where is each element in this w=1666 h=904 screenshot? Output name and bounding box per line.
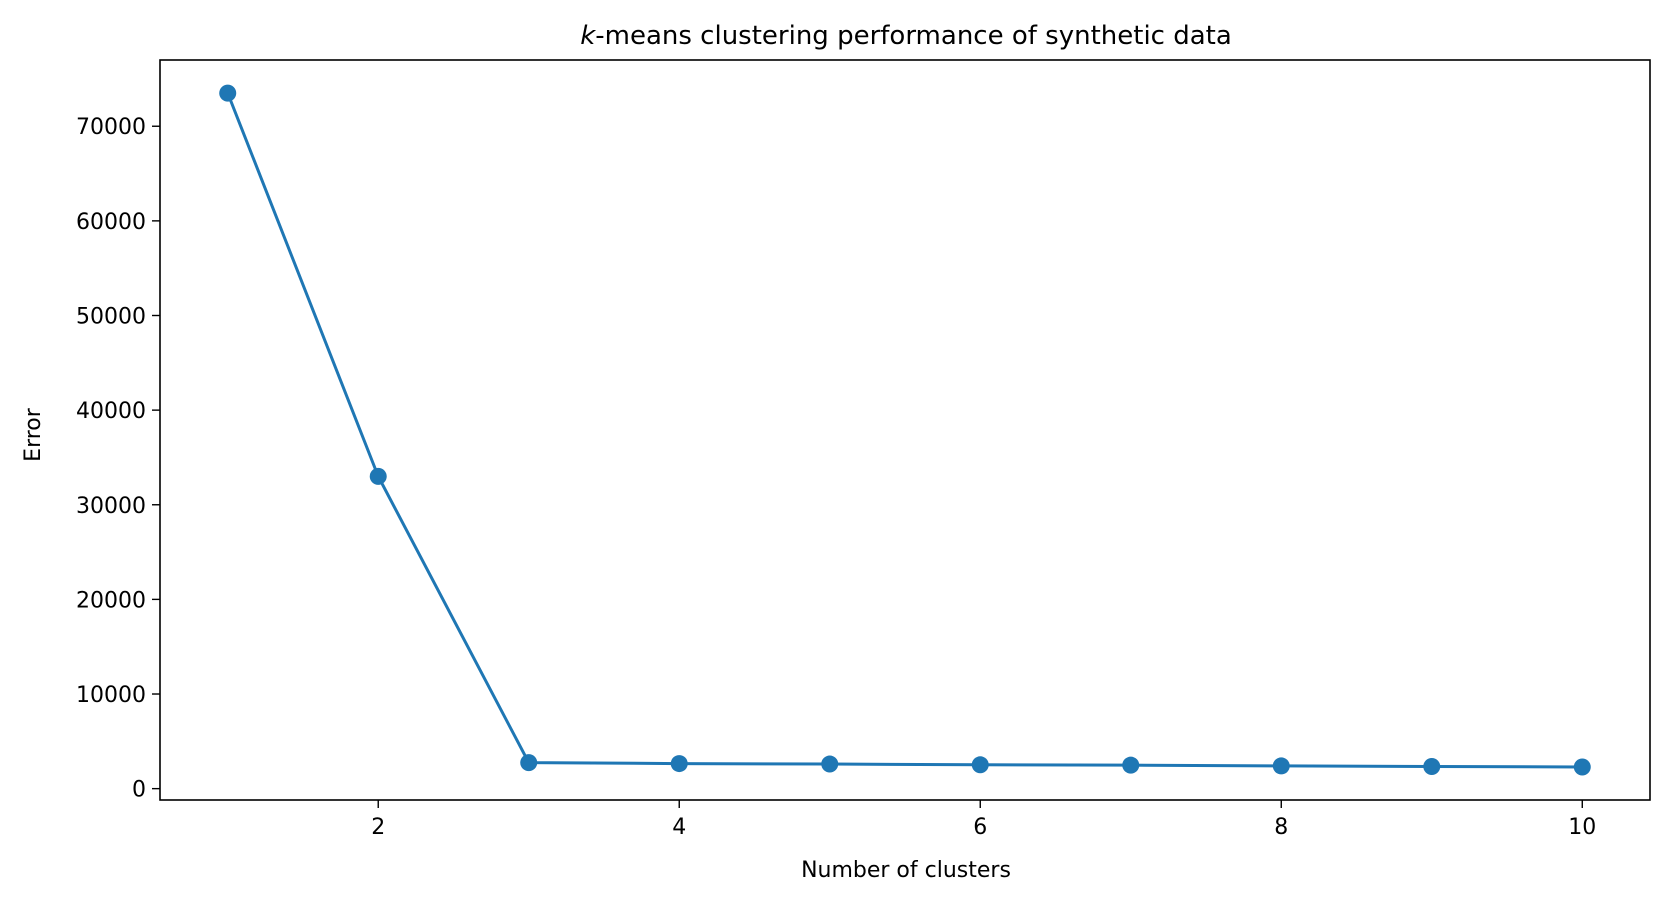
plot-area xyxy=(159,59,1651,801)
plot-frame xyxy=(159,59,1651,801)
y-tick-label: 30000 xyxy=(76,494,146,519)
y-tick-label: 20000 xyxy=(76,588,146,613)
data-point xyxy=(219,84,237,102)
data-point xyxy=(369,467,387,485)
data-point xyxy=(971,756,989,774)
x-tick-label: 8 xyxy=(1274,815,1288,840)
series-layer xyxy=(219,84,1591,776)
data-point xyxy=(1423,758,1441,776)
y-tick-label: 50000 xyxy=(76,304,146,329)
x-tick-label: 2 xyxy=(371,815,385,840)
data-point xyxy=(821,755,839,773)
y-tick-label: 40000 xyxy=(76,399,146,424)
y-axis-label: Error xyxy=(21,407,46,462)
data-point xyxy=(670,755,688,773)
axes-layer: 2 4 6 8 10 0 10000 20000 30000 40000 50000 60000 700… xyxy=(76,115,1596,840)
data-point xyxy=(1122,756,1140,774)
series-line xyxy=(226,92,1583,769)
y-tick-label: 60000 xyxy=(76,210,146,235)
x-axis-label: Number of clusters xyxy=(801,858,1011,883)
chart-title: k-means clustering performance of synthe… xyxy=(580,21,1232,51)
data-point xyxy=(1573,758,1591,776)
x-tick-label: 4 xyxy=(672,815,686,840)
x-tick-label: 6 xyxy=(973,815,987,840)
data-point xyxy=(1272,757,1290,775)
y-tick-label: 10000 xyxy=(76,683,146,708)
x-tick-label: 10 xyxy=(1568,815,1596,840)
y-tick-label: 70000 xyxy=(76,115,146,140)
y-tick-label: 0 xyxy=(132,778,146,803)
data-point xyxy=(520,754,538,772)
